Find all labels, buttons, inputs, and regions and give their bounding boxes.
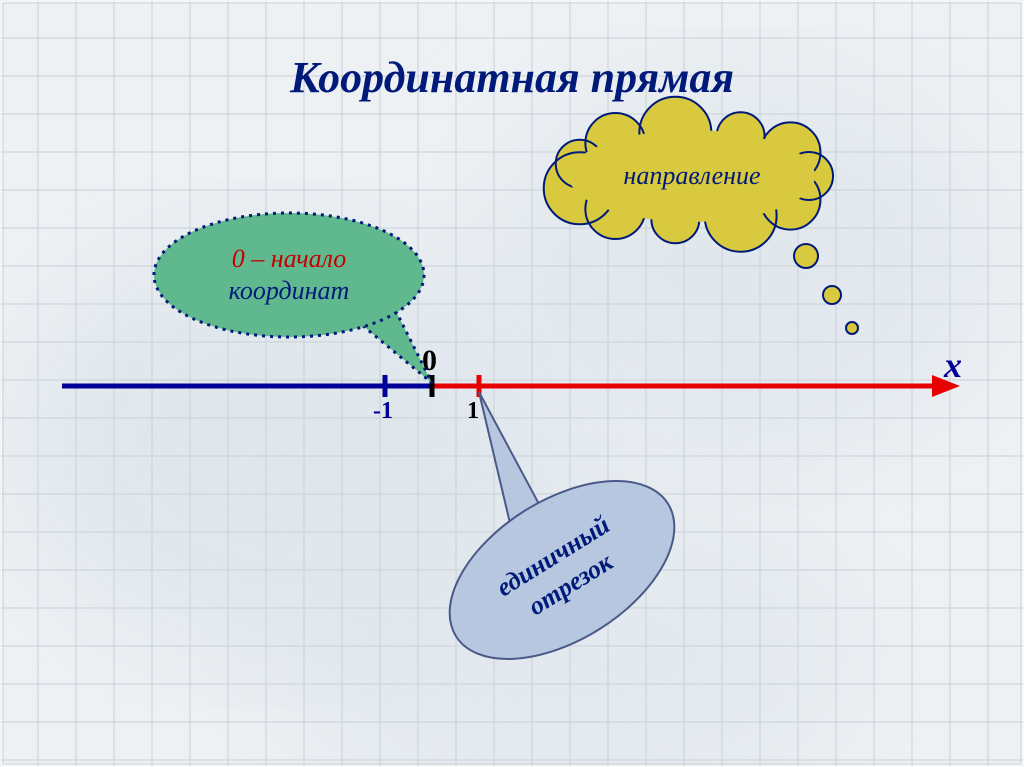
unit-callout-shape [0,0,1024,767]
origin-callout: 0 – началокоординат [154,213,424,337]
direction-callout-text: направление [623,160,760,193]
page-title: Координатная прямая [0,52,1024,103]
direction-callout: направление [542,120,842,232]
tick-label--1: -1 [373,398,393,425]
unit-callout: единичныйотрезок [437,500,687,640]
tick-label-1: 1 [467,398,479,425]
origin-callout-line: координат [229,275,350,308]
origin-callout-line: 0 – начало [232,243,347,276]
axis-label-x: x [944,344,962,386]
tick-label-0: 0 [422,344,437,378]
